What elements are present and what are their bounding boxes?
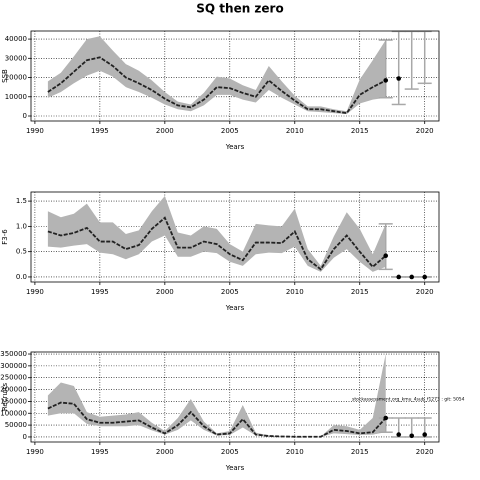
y-tick-label: 100000 xyxy=(0,409,27,417)
x-tick-label: 2020 xyxy=(416,127,434,135)
y-tick-label: 300000 xyxy=(0,362,27,370)
x-tick-label: 1995 xyxy=(91,288,109,296)
x-axis-label: Years xyxy=(225,464,245,472)
plot-frame xyxy=(30,30,440,122)
y-axis-label: SSB xyxy=(1,69,9,83)
y-tick-label: 10000 xyxy=(5,93,27,101)
y-tick-label: 0.0 xyxy=(16,273,27,281)
x-tick-label: 2015 xyxy=(351,127,369,135)
projection-point xyxy=(383,415,389,421)
x-tick-label: 1990 xyxy=(26,288,44,296)
projection-point xyxy=(409,433,415,439)
y-axis-label: Recruits xyxy=(1,382,9,411)
projection-point xyxy=(396,76,402,81)
y-tick-label: 0 xyxy=(23,433,27,441)
y-tick-label: 1.5 xyxy=(16,197,27,205)
projection-point xyxy=(409,274,415,280)
confidence-band xyxy=(47,36,386,115)
x-tick-label: 1990 xyxy=(26,127,44,135)
confidence-band xyxy=(47,354,386,437)
x-tick-label: 2010 xyxy=(286,127,304,135)
projection-point xyxy=(396,432,402,437)
x-tick-label: 2020 xyxy=(416,288,434,296)
x-tick-label: 2020 xyxy=(416,448,434,456)
x-tick-label: 1995 xyxy=(91,448,109,456)
x-axis-label: Years xyxy=(225,304,245,312)
y-tick-label: 50000 xyxy=(5,421,27,429)
x-tick-label: 2005 xyxy=(221,288,239,296)
median-line xyxy=(47,56,387,115)
x-tick-label: 2000 xyxy=(156,127,174,135)
x-tick-label: 2010 xyxy=(286,448,304,456)
x-tick-label: 1995 xyxy=(91,127,109,135)
y-tick-label: 200000 xyxy=(0,386,27,394)
x-tick-label: 2005 xyxy=(221,127,239,135)
y-tick-label: 0.5 xyxy=(16,248,27,256)
x-tick-label: 2005 xyxy=(221,448,239,456)
projection-point xyxy=(422,274,428,280)
y-tick-label: 30000 xyxy=(5,54,27,62)
plot-frame xyxy=(30,351,440,443)
x-tick-label: 1990 xyxy=(26,448,44,456)
y-axis-label: F3-6 xyxy=(1,229,9,245)
y-tick-label: 0 xyxy=(23,112,27,120)
y-tick-label: 1.0 xyxy=(16,222,27,230)
x-tick-label: 2000 xyxy=(156,448,174,456)
y-tick-label: 150000 xyxy=(0,397,27,405)
x-tick-label: 2010 xyxy=(286,288,304,296)
projection-point xyxy=(383,78,389,83)
projection-point xyxy=(383,253,389,259)
median-line xyxy=(47,216,387,271)
plot-frame xyxy=(30,191,440,283)
x-tick-label: 2015 xyxy=(351,288,369,296)
y-tick-label: 20000 xyxy=(5,74,27,82)
annotation: stockassessment.org_kmu_4sub_f1273 : git… xyxy=(352,397,465,403)
x-axis-label: Years xyxy=(225,143,245,151)
median-line xyxy=(47,401,387,438)
projection-point xyxy=(422,432,428,437)
y-tick-label: 250000 xyxy=(0,374,27,382)
y-tick-label: 350000 xyxy=(0,350,27,358)
x-tick-label: 2015 xyxy=(351,448,369,456)
confidence-band xyxy=(47,196,386,272)
chart-title: SQ then zero xyxy=(196,2,283,16)
projection-point xyxy=(396,274,402,280)
y-tick-label: 40000 xyxy=(5,35,27,43)
x-tick-label: 2000 xyxy=(156,288,174,296)
